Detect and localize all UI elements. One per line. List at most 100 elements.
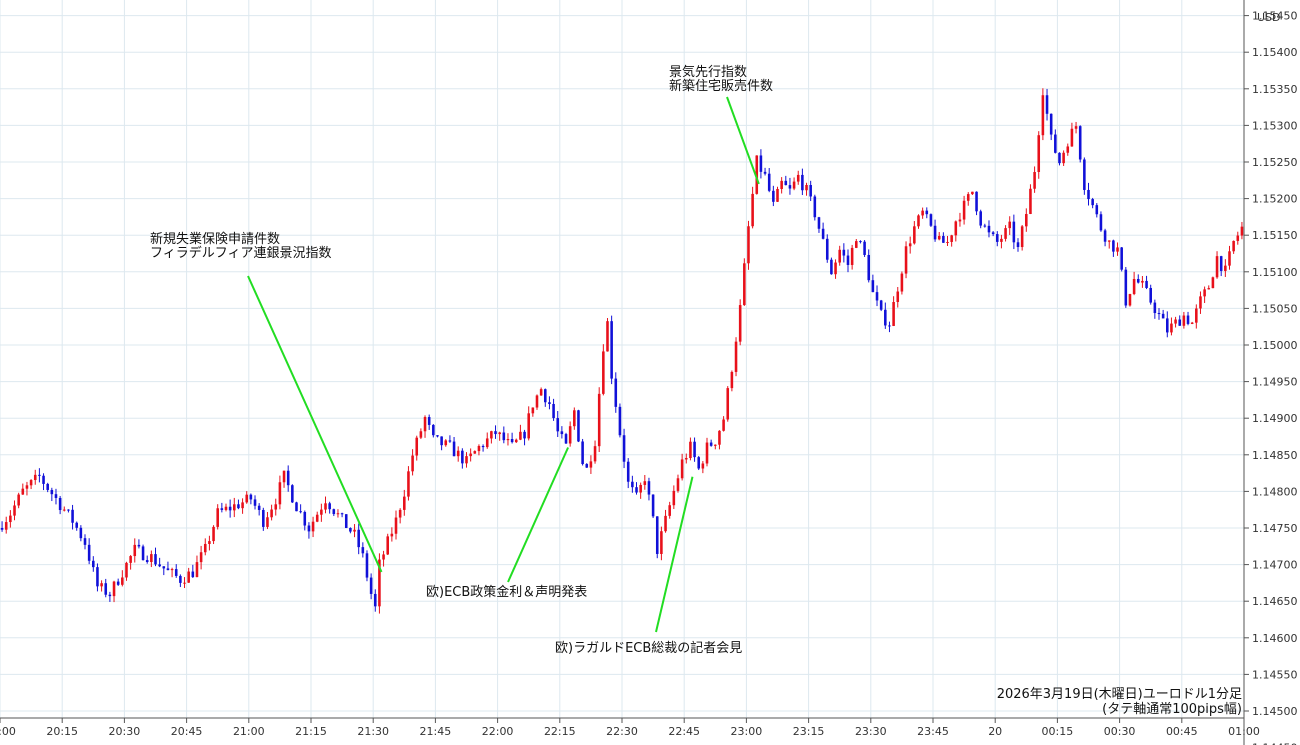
candle (718, 430, 721, 450)
candle (112, 580, 116, 603)
candle (904, 241, 908, 279)
candle (54, 488, 58, 505)
candle (419, 428, 423, 440)
annotation-label: フィラデルフィア連銀景況指数 (150, 245, 331, 261)
candle (991, 231, 995, 237)
candle (767, 168, 771, 193)
candle (336, 509, 340, 518)
candle (755, 155, 759, 195)
candle (390, 527, 394, 542)
candle (1116, 242, 1119, 256)
annotation-label: 新築住宅販売件数 (669, 78, 773, 94)
candle (660, 526, 663, 561)
candle (519, 424, 522, 441)
candle (805, 182, 808, 196)
y-tick-label: 1.14800 (1252, 485, 1298, 498)
candle (344, 514, 348, 529)
candle (568, 421, 572, 447)
candle (50, 487, 54, 502)
annotation-lines (247, 96, 760, 633)
annotation-line (247, 275, 383, 573)
candle (1166, 311, 1169, 338)
chart-title: 2026年3月19日(木曜日)ユーロドル1分足 (997, 687, 1242, 702)
candle (42, 473, 45, 491)
candle (349, 527, 352, 534)
candle (154, 547, 157, 567)
candle (622, 428, 626, 469)
candle (834, 259, 837, 279)
candle (680, 453, 684, 481)
x-tick-label: 23:45 (917, 725, 949, 738)
candle (813, 194, 817, 221)
candle (639, 482, 642, 499)
candle (709, 439, 713, 447)
candle (635, 482, 638, 495)
candle (581, 438, 584, 466)
candle (871, 274, 875, 293)
candle (92, 556, 95, 572)
candle (672, 485, 676, 510)
candle (477, 444, 481, 456)
candle (801, 168, 804, 196)
x-tick-label: 23:30 (855, 725, 887, 738)
candle (917, 214, 920, 229)
candle (606, 318, 609, 352)
candle (697, 455, 700, 471)
candle (655, 516, 659, 559)
candle (104, 578, 108, 598)
candle (1058, 152, 1061, 166)
candle (307, 522, 311, 539)
candle (714, 444, 717, 450)
x-tick-label: 00:15 (1042, 725, 1074, 738)
candle (278, 475, 282, 510)
candle (224, 503, 228, 512)
candle (137, 539, 141, 549)
y-tick-label: 1.15400 (1252, 46, 1298, 59)
candle (291, 484, 294, 503)
candle (1054, 129, 1057, 154)
candle (759, 149, 763, 179)
candle (684, 453, 688, 464)
candle (937, 232, 941, 241)
candle (842, 243, 846, 263)
x-tick-label: 22:00 (482, 725, 514, 738)
candle (548, 396, 551, 410)
candle (879, 299, 883, 312)
candle (129, 555, 132, 570)
candle (1136, 274, 1140, 284)
candle (693, 437, 696, 462)
candle (614, 372, 618, 413)
candle (1195, 304, 1198, 329)
candle (743, 258, 746, 306)
candle (1224, 259, 1227, 277)
x-tick-label: 22:30 (606, 725, 638, 738)
candle (262, 507, 265, 531)
y-tick-label: 1.14650 (1252, 595, 1298, 608)
candle (1228, 245, 1231, 270)
candle (846, 249, 850, 273)
candle (946, 235, 949, 246)
candle (921, 207, 924, 219)
candle (216, 504, 219, 530)
candle (1062, 150, 1065, 167)
candle (1045, 88, 1049, 121)
candle (863, 240, 866, 257)
candle (456, 446, 460, 462)
annotation-line (507, 447, 570, 583)
candle (809, 180, 812, 202)
candle (942, 232, 945, 243)
candle (664, 509, 667, 533)
candle (689, 437, 692, 461)
x-tick-label: 00:30 (1104, 725, 1136, 738)
candle (730, 370, 734, 392)
candle (266, 511, 269, 530)
price-axis: 1.15450 1.15400 1.15350 1.15300 1.15250 1.152… (1244, 10, 1298, 745)
candle (274, 498, 278, 516)
candle (320, 503, 323, 522)
candle (825, 234, 829, 263)
candle (1083, 157, 1086, 195)
candle (1211, 276, 1215, 289)
candle (1128, 293, 1132, 307)
candle (83, 534, 87, 550)
candle (925, 207, 929, 219)
